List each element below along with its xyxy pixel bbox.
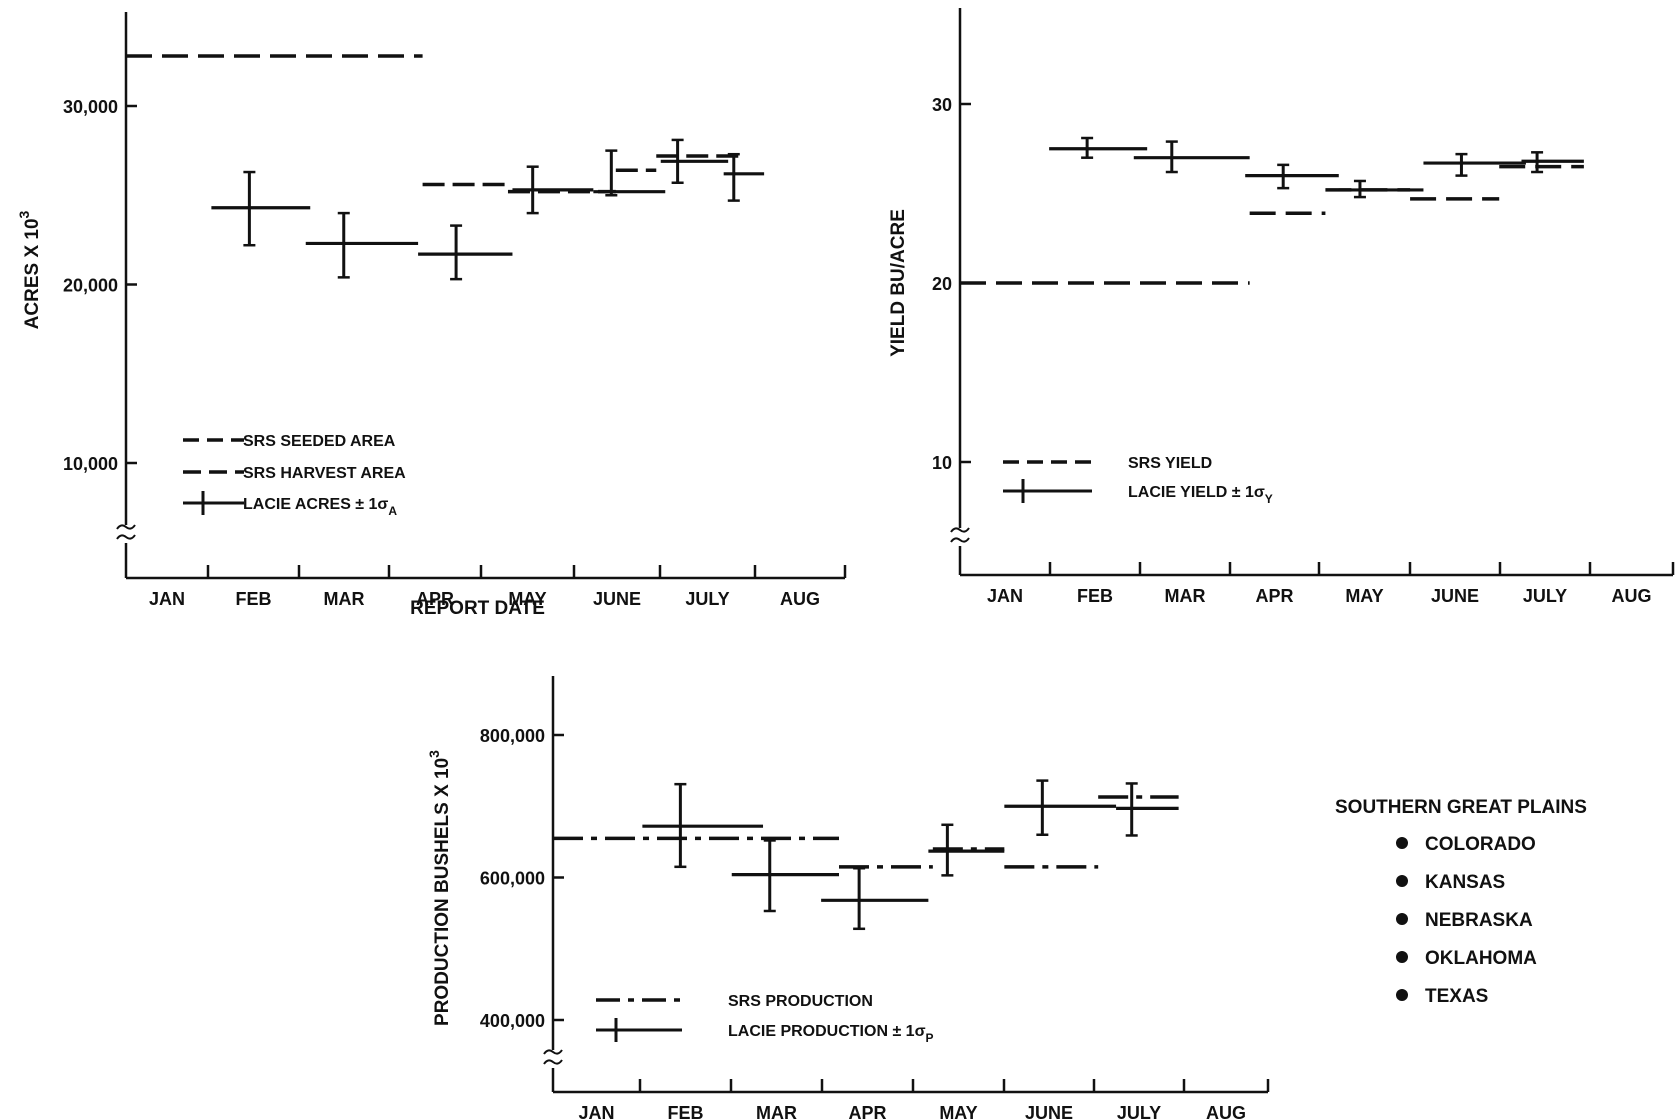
x-tick-label: JULY bbox=[1117, 1103, 1161, 1119]
x-tick-label: APR bbox=[848, 1103, 886, 1119]
y-tick-label: 20 bbox=[932, 274, 952, 294]
region-legend: SOUTHERN GREAT PLAINS COLORADO KANSAS NEBR… bbox=[1335, 797, 1587, 1007]
legend-label: LACIE PRODUCTION ± 1σP bbox=[728, 1023, 934, 1045]
legend-label: SRS PRODUCTION bbox=[728, 993, 873, 1010]
bullet-icon bbox=[1396, 837, 1408, 849]
bullet-icon bbox=[1396, 913, 1408, 925]
y-axis-label-exponent: 3 bbox=[426, 750, 442, 758]
chart-legend: SRS PRODUCTION LACIE PRODUCTION ± 1σP bbox=[596, 993, 934, 1045]
y-tick-label: 800,000 bbox=[480, 726, 545, 746]
x-tick-label: JULY bbox=[685, 589, 729, 609]
y-tick-label: 30 bbox=[932, 95, 952, 115]
y-tick-label: 400,000 bbox=[480, 1011, 545, 1031]
x-tick-label: JAN bbox=[578, 1103, 614, 1119]
x-tick-label: MAY bbox=[508, 589, 546, 609]
y-tick-label: 600,000 bbox=[480, 869, 545, 889]
bullet-icon bbox=[1396, 875, 1408, 887]
x-tick-label: JAN bbox=[987, 586, 1023, 606]
x-tick-label: JAN bbox=[149, 589, 185, 609]
x-axis-label: REPORT DATE bbox=[410, 598, 545, 619]
legend-label: SRS SEEDED AREA bbox=[243, 433, 396, 450]
legend-label: LACIE YIELD ± 1σY bbox=[1128, 484, 1273, 506]
y-tick-label: 20,000 bbox=[63, 276, 118, 296]
x-tick-label: MAR bbox=[756, 1103, 797, 1119]
y-axis-label: ACRES X 103 bbox=[16, 210, 43, 329]
legend-label-subscript: P bbox=[926, 1031, 934, 1045]
bullet-icon bbox=[1396, 989, 1408, 1001]
x-tick-label: FEB bbox=[236, 589, 272, 609]
legend-label-subscript: Y bbox=[1265, 492, 1273, 506]
x-tick-label: AUG bbox=[1612, 586, 1652, 606]
region-state: NEBRASKA bbox=[1425, 910, 1533, 931]
x-tick-label: JUNE bbox=[593, 589, 641, 609]
chart-legend: SRS YIELD LACIE YIELD ± 1σY bbox=[1003, 455, 1273, 506]
x-tick-label: JUNE bbox=[1025, 1103, 1073, 1119]
legend-label-subscript: A bbox=[388, 504, 397, 518]
x-tick-label: MAR bbox=[1165, 586, 1206, 606]
axis-break-mark bbox=[116, 524, 136, 540]
x-tick-label: AUG bbox=[1206, 1103, 1246, 1119]
region-state: KANSAS bbox=[1425, 872, 1505, 893]
legend-label: SRS YIELD bbox=[1128, 455, 1212, 472]
legend-label: SRS HARVEST AREA bbox=[243, 465, 406, 482]
region-title: SOUTHERN GREAT PLAINS bbox=[1335, 797, 1587, 818]
chart-legend: SRS SEEDED AREA SRS HARVEST AREA LACIE ACR… bbox=[183, 433, 406, 518]
x-tick-label: MAR bbox=[324, 589, 365, 609]
x-tick-label: MAY bbox=[939, 1103, 977, 1119]
y-axis-label-exponent: 3 bbox=[16, 210, 32, 218]
x-tick-label: APR bbox=[416, 589, 454, 609]
yield-chart: JAN FEB MAR APR MAY JUNE JULY AUG 30 20 10 YIELD BU… bbox=[888, 8, 1675, 606]
y-axis-label: PRODUCTION BUSHELS X 103 bbox=[426, 750, 453, 1026]
x-tick-label: APR bbox=[1255, 586, 1293, 606]
y-axis-label: YIELD BU/ACRE bbox=[888, 209, 909, 357]
x-tick-label: JULY bbox=[1523, 586, 1567, 606]
x-tick-label: FEB bbox=[668, 1103, 704, 1119]
region-state: OKLAHOMA bbox=[1425, 948, 1537, 969]
y-tick-label: 10,000 bbox=[63, 454, 118, 474]
x-tick-label: MAY bbox=[1345, 586, 1383, 606]
legend-label: LACIE ACRES ± 1σA bbox=[243, 496, 397, 518]
axis-break-mark bbox=[950, 527, 970, 543]
y-tick-label: 30,000 bbox=[63, 97, 118, 117]
axis-break-mark bbox=[543, 1049, 563, 1065]
production-chart: JAN FEB MAR APR MAY JUNE JULY AUG 800,000 600,000… bbox=[426, 676, 1270, 1119]
region-state: COLORADO bbox=[1425, 834, 1536, 855]
x-tick-label: JUNE bbox=[1431, 586, 1479, 606]
acres-chart: JAN FEB MAR APR MAY JUNE JULY AUG REPORT DATE 30,… bbox=[16, 12, 847, 619]
y-tick-label: 10 bbox=[932, 453, 952, 473]
region-state: TEXAS bbox=[1425, 986, 1488, 1007]
bullet-icon bbox=[1396, 951, 1408, 963]
x-tick-label: FEB bbox=[1077, 586, 1113, 606]
x-tick-label: AUG bbox=[780, 589, 820, 609]
